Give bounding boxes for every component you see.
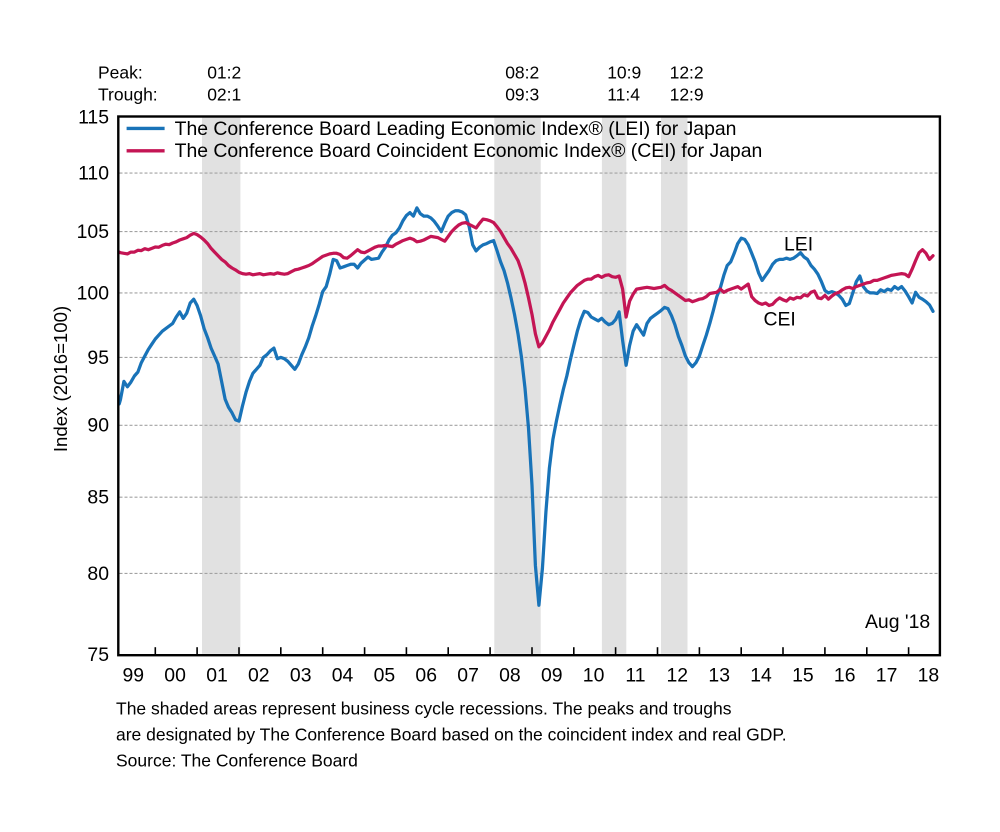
svg-text:07: 07: [457, 665, 479, 687]
svg-text:are designated by The Conferen: are designated by The Conference Board b…: [116, 725, 787, 745]
svg-text:90: 90: [87, 415, 109, 437]
svg-text:105: 105: [77, 221, 109, 243]
svg-text:Source: The Conference Board: Source: The Conference Board: [116, 751, 358, 771]
svg-text:12:9: 12:9: [670, 85, 704, 105]
svg-text:06: 06: [415, 665, 437, 687]
svg-text:13: 13: [708, 665, 730, 687]
svg-text:05: 05: [374, 665, 396, 687]
svg-text:Trough:: Trough:: [98, 85, 158, 105]
svg-text:16: 16: [834, 665, 856, 687]
svg-text:80: 80: [87, 563, 109, 585]
svg-text:00: 00: [164, 665, 186, 687]
svg-text:14: 14: [750, 665, 772, 687]
svg-text:12: 12: [667, 665, 689, 687]
svg-text:03: 03: [290, 665, 312, 687]
svg-text:115: 115: [78, 107, 109, 129]
svg-text:09:3: 09:3: [505, 85, 539, 105]
svg-text:01:2: 01:2: [207, 62, 241, 82]
svg-text:LEI: LEI: [784, 234, 813, 256]
svg-text:The Conference Board Coinciden: The Conference Board Coincident Economic…: [175, 140, 763, 162]
svg-text:08: 08: [499, 665, 521, 687]
svg-text:12:2: 12:2: [670, 62, 704, 82]
svg-text:11:4: 11:4: [607, 85, 640, 105]
svg-text:10:9: 10:9: [607, 62, 641, 82]
svg-text:10: 10: [583, 665, 605, 687]
svg-text:The Conference Board Leading E: The Conference Board Leading Economic In…: [175, 118, 737, 140]
svg-text:02: 02: [248, 665, 270, 687]
svg-text:02:1: 02:1: [207, 85, 241, 105]
svg-text:17: 17: [876, 665, 898, 687]
svg-text:Index (2016=100): Index (2016=100): [50, 306, 71, 452]
svg-text:95: 95: [87, 347, 109, 369]
svg-text:110: 110: [78, 163, 109, 185]
svg-text:11: 11: [625, 665, 645, 687]
svg-text:The shaded areas represent bus: The shaded areas represent business cycl…: [116, 699, 732, 719]
svg-text:04: 04: [332, 665, 354, 687]
svg-text:Aug '18: Aug '18: [865, 611, 930, 633]
svg-text:100: 100: [77, 282, 110, 304]
svg-text:01: 01: [206, 665, 228, 687]
svg-text:15: 15: [792, 665, 814, 687]
svg-text:85: 85: [87, 487, 109, 509]
svg-text:99: 99: [123, 665, 145, 687]
svg-text:18: 18: [918, 665, 940, 687]
svg-text:09: 09: [541, 665, 563, 687]
svg-text:75: 75: [87, 644, 109, 666]
svg-text:08:2: 08:2: [505, 62, 539, 82]
svg-text:CEI: CEI: [764, 309, 796, 331]
svg-text:Peak:: Peak:: [98, 62, 143, 82]
